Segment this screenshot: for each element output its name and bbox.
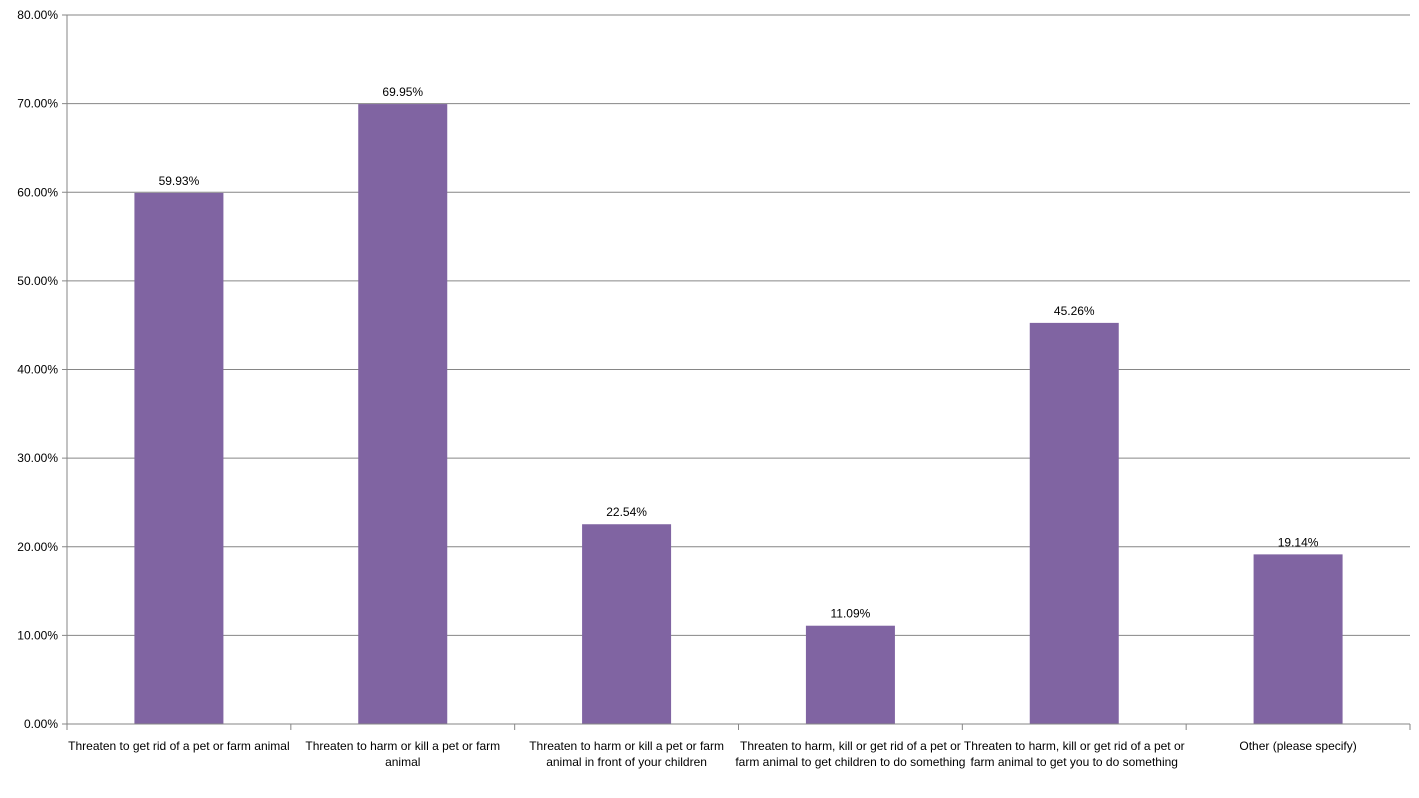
y-tick-label: 60.00% <box>17 185 58 199</box>
y-tick-label: 10.00% <box>17 628 58 642</box>
category-label: Threaten to get rid of a pet or farm ani… <box>68 739 290 753</box>
data-label: 11.09% <box>831 607 871 621</box>
data-label: 45.26% <box>1054 304 1095 318</box>
bar <box>358 104 448 725</box>
axes <box>66 15 1411 730</box>
category-label: Threaten to harm or kill a pet or farm a… <box>529 739 724 769</box>
y-tick-label: 30.00% <box>17 451 58 465</box>
data-label: 69.95% <box>382 85 423 99</box>
category-label: Threaten to harm or kill a pet or farm a… <box>305 739 501 769</box>
category-label: Other (please specify) <box>1239 739 1357 753</box>
y-tick-label: 80.00% <box>17 8 58 22</box>
data-label: 22.54% <box>606 505 647 519</box>
bar <box>805 625 895 724</box>
bars <box>134 104 1343 725</box>
bar <box>134 192 224 725</box>
y-axis-ticks: 0.00% 10.00% 20.00% 30.00% 40.00% 50.00% 60.00… <box>17 8 58 731</box>
gridlines <box>62 14 1410 725</box>
y-tick-label: 20.00% <box>17 540 58 554</box>
bar <box>1253 554 1343 724</box>
y-tick-label: 70.00% <box>17 97 58 111</box>
category-label: Threaten to harm, kill or get rid of a p… <box>735 739 966 769</box>
bar <box>1029 322 1119 724</box>
data-label: 19.14% <box>1278 535 1319 549</box>
y-tick-label: 0.00% <box>24 717 58 731</box>
category-label: Threaten to harm, kill or get rid of a p… <box>963 739 1185 769</box>
data-labels: 59.93% 69.95% 22.54% 11.09% 45.26% 19.14% <box>159 85 1319 621</box>
bar <box>582 524 672 724</box>
y-tick-label: 40.00% <box>17 363 58 377</box>
data-label: 59.93% <box>159 174 200 188</box>
y-tick-label: 50.00% <box>17 274 58 288</box>
